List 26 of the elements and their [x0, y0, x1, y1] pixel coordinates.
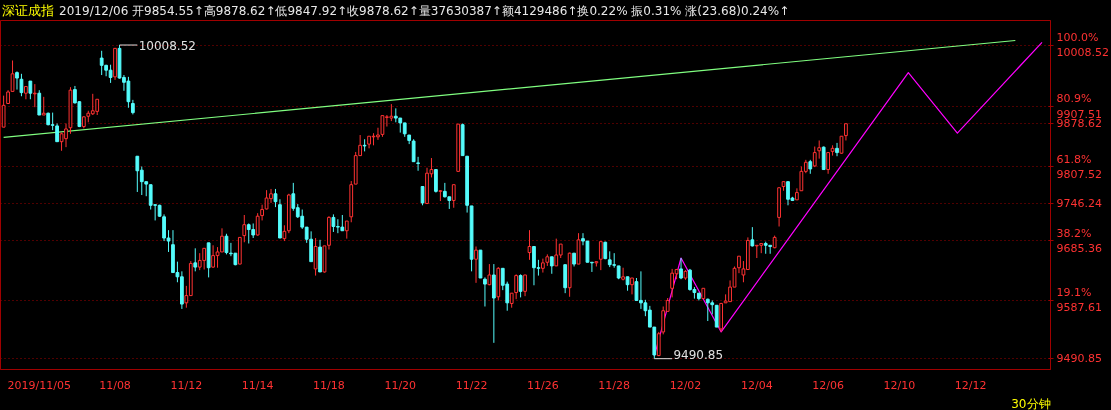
- y-tick-label: 38.2% 9685.36: [1056, 226, 1102, 256]
- x-tick-label: 11/18: [313, 378, 345, 392]
- y-tick-label: 9490.85: [1056, 352, 1102, 366]
- x-tick-label: 11/14: [241, 378, 274, 392]
- x-tick-label: 11/22: [455, 378, 488, 392]
- chart-title: 深证成指: [2, 3, 55, 18]
- text: 30分钟: [1011, 396, 1051, 410]
- y-tick-label: 61.8% 9807.52: [1056, 152, 1102, 182]
- y-tick-label: 9746.24: [1056, 197, 1102, 211]
- x-tick-label: 11/26: [527, 378, 559, 392]
- annotation: 10008.52: [138, 38, 196, 53]
- x-tick-label: 12/10: [883, 378, 916, 392]
- annotation: 9490.85: [673, 347, 724, 362]
- x-tick-label: 12/02: [669, 378, 702, 392]
- x-tick-label: 2019/11/05: [7, 378, 71, 392]
- x-tick-label: 11/12: [170, 378, 203, 392]
- x-tick-label: 11/08: [99, 378, 131, 392]
- x-tick-label: 11/20: [384, 378, 417, 392]
- y-tick-label: 9878.62: [1056, 117, 1102, 131]
- chart-subtitle: 2019/12/06 开9854.55↑高9878.62↑低9847.92↑收9878.62↑量37630387↑额4129486↑换0.22% 振0.31% 涨(23.68)0.24%↑: [59, 3, 790, 18]
- x-tick-label: 12/06: [812, 378, 844, 392]
- x-tick-label: 12/12: [954, 378, 987, 392]
- x-tick-label: 12/04: [740, 378, 773, 392]
- y-tick-label: 100.0% 10008.52: [1056, 30, 1109, 60]
- x-tick-label: 11/28: [598, 378, 631, 392]
- y-tick-label: 19.1% 9587.61: [1056, 285, 1102, 315]
